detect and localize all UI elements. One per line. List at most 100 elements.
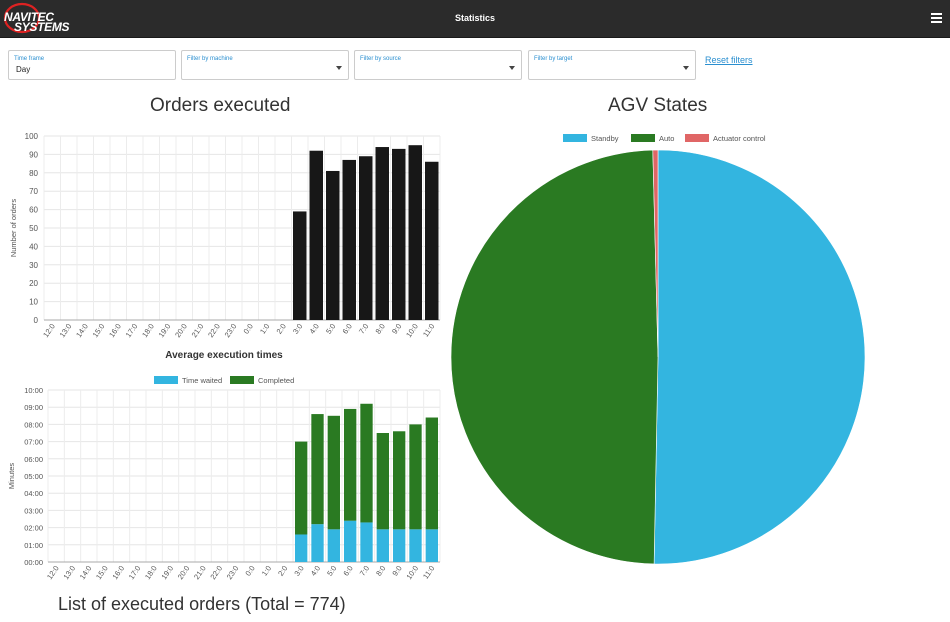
y-tick-label: 70 [29, 187, 38, 196]
y-tick-label: 00:00 [24, 558, 43, 567]
x-tick-label: 7:0 [358, 564, 371, 578]
y-tick-label: 05:00 [24, 472, 43, 481]
x-tick-label: 22:0 [206, 322, 222, 339]
bar-segment [393, 529, 406, 562]
bar-segment [327, 415, 340, 530]
x-tick-label: 9:0 [390, 564, 403, 578]
y-axis-label: Number of orders [9, 199, 18, 258]
bar-segment [409, 424, 422, 530]
bar-segment [376, 529, 389, 562]
y-tick-label: 60 [29, 206, 38, 215]
x-tick-label: 2:0 [276, 564, 289, 578]
logo-line2: SYSTEMS [14, 20, 70, 34]
x-tick-label: 12:0 [45, 564, 61, 581]
x-tick-label: 8:0 [374, 564, 387, 578]
x-tick-label: 0:0 [242, 322, 255, 336]
filter-by-target-select[interactable]: Filter by target [528, 50, 696, 80]
x-tick-label: 0:0 [243, 564, 256, 578]
y-tick-label: 06:00 [24, 455, 43, 464]
x-tick-label: 16:0 [110, 564, 126, 581]
bar [342, 159, 356, 320]
filter-by-source-label: Filter by source [360, 56, 402, 62]
x-tick-label: 18:0 [140, 322, 156, 339]
executed-orders-list-title: List of executed orders (Total = 774) [58, 594, 346, 614]
x-tick-label: 21:0 [192, 564, 208, 581]
y-tick-label: 08:00 [24, 420, 43, 429]
bar [309, 150, 323, 320]
x-tick-label: 21:0 [190, 322, 206, 339]
chevron-down-icon [336, 66, 342, 70]
legend-swatch [631, 134, 655, 142]
bar-segment [295, 441, 308, 535]
x-tick-label: 18:0 [143, 564, 159, 581]
y-tick-label: 03:00 [24, 506, 43, 515]
x-tick-label: 3:0 [292, 564, 305, 578]
y-tick-label: 10 [29, 298, 38, 307]
y-tick-label: 50 [29, 224, 38, 233]
navitec-logo: NAVITEC SYSTEMS [2, 2, 78, 34]
reset-filters-link[interactable]: Reset filters [705, 55, 753, 65]
bar-segment [344, 520, 357, 562]
bar [293, 211, 307, 320]
bar [425, 161, 439, 320]
x-tick-label: 8:0 [374, 322, 387, 336]
y-tick-label: 01:00 [24, 541, 43, 550]
bar-segment [425, 529, 438, 562]
y-tick-label: 100 [25, 132, 39, 141]
y-tick-label: 02:00 [24, 524, 43, 533]
logo-swoosh-icon [3, 2, 41, 34]
y-tick-label: 07:00 [24, 438, 43, 447]
filter-by-machine-label: Filter by machine [187, 56, 233, 62]
legend-swatch [563, 134, 587, 142]
filter-by-source-select[interactable]: Filter by source [354, 50, 522, 80]
x-tick-label: 3:0 [291, 322, 304, 336]
y-tick-label: 09:00 [24, 403, 43, 412]
hamburger-menu-icon[interactable] [931, 13, 942, 23]
y-tick-label: 10:00 [24, 386, 43, 395]
top-bar: NAVITEC SYSTEMS Statistics [0, 0, 950, 38]
chevron-down-icon [683, 66, 689, 70]
x-tick-label: 1:0 [260, 564, 273, 578]
x-tick-label: 17:0 [127, 564, 143, 581]
x-tick-label: 12:0 [41, 322, 57, 339]
x-tick-label: 10:0 [404, 322, 420, 339]
bar-segment [311, 414, 324, 525]
bar-segment [327, 529, 340, 562]
filter-by-machine-select[interactable]: Filter by machine [181, 50, 349, 80]
execution-times-chart: Time waited Completed 00:00 01:00 02:00 03:00… [7, 376, 441, 581]
logo-line1: NAVITEC [4, 10, 54, 24]
agv-states-title: AGV States [608, 95, 708, 116]
x-tick-label: 5:0 [325, 564, 338, 578]
bar-segment [360, 403, 373, 523]
time-frame-value: Day [16, 65, 31, 74]
y-tick-label: 30 [29, 261, 38, 270]
x-tick-label: 15:0 [94, 564, 110, 581]
x-tick-label: 11:0 [421, 322, 436, 339]
x-tick-label: 22:0 [208, 564, 224, 581]
orders-executed-title: Orders executed [150, 95, 291, 116]
x-tick-label: 4:0 [308, 322, 321, 336]
y-tick-label: 0 [34, 316, 39, 325]
bar [326, 170, 340, 320]
legend-swatch [230, 376, 254, 384]
orders-executed-chart: 0 10 20 30 40 50 60 70 80 90 100 12:0 13:0 14:0 15:0 16… [9, 132, 441, 361]
bar-segment [295, 534, 308, 562]
bar [359, 156, 373, 320]
x-tick-label: 23:0 [225, 564, 241, 581]
bar-segment [425, 417, 438, 530]
filter-by-target-label: Filter by target [534, 56, 573, 62]
y-tick-label: 90 [29, 150, 38, 159]
x-tick-label: 9:0 [390, 322, 403, 336]
legend-label: Completed [258, 376, 294, 385]
legend-swatch [685, 134, 709, 142]
x-tick-label: 16:0 [107, 322, 123, 339]
bar-segment [376, 433, 389, 530]
time-frame-select[interactable]: Time frame Day [8, 50, 176, 80]
x-tick-label: 20:0 [173, 322, 189, 339]
x-tick-label: 11:0 [421, 564, 436, 581]
bar-segment [311, 524, 324, 562]
x-axis-label: Average execution times [165, 350, 283, 361]
legend-label: Actuator control [713, 134, 766, 143]
y-tick-label: 04:00 [24, 489, 43, 498]
legend-label: Standby [591, 134, 619, 143]
